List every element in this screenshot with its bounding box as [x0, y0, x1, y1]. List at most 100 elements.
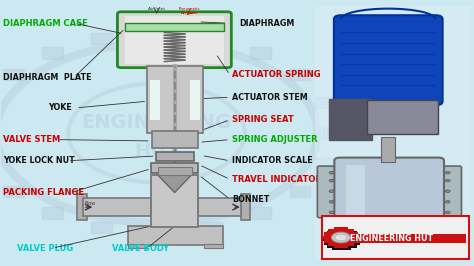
FancyBboxPatch shape [327, 244, 334, 248]
Text: SPRING ADJUSTER: SPRING ADJUSTER [232, 135, 318, 144]
FancyBboxPatch shape [324, 239, 331, 243]
FancyBboxPatch shape [315, 97, 336, 108]
FancyBboxPatch shape [125, 16, 224, 64]
FancyBboxPatch shape [346, 165, 365, 219]
Text: ENGINEERING: ENGINEERING [82, 113, 232, 132]
Text: Pneumatic: Pneumatic [179, 7, 201, 11]
FancyBboxPatch shape [354, 241, 360, 245]
FancyBboxPatch shape [322, 216, 469, 259]
Text: VALVE BODY: VALVE BODY [112, 244, 169, 253]
FancyBboxPatch shape [201, 33, 222, 44]
FancyBboxPatch shape [42, 207, 63, 219]
FancyBboxPatch shape [190, 80, 200, 120]
FancyBboxPatch shape [290, 69, 310, 81]
FancyBboxPatch shape [354, 234, 360, 238]
FancyBboxPatch shape [345, 246, 351, 250]
FancyBboxPatch shape [350, 231, 356, 235]
FancyBboxPatch shape [152, 131, 198, 148]
Text: SPRING SEAT: SPRING SEAT [232, 115, 294, 124]
Circle shape [446, 211, 450, 214]
Text: Actuator: Actuator [181, 11, 199, 15]
FancyBboxPatch shape [151, 163, 198, 173]
Text: VALVE STEM: VALVE STEM [3, 135, 60, 144]
FancyBboxPatch shape [151, 175, 198, 227]
Text: YOKE LOCK NUT: YOKE LOCK NUT [3, 156, 75, 165]
Circle shape [446, 179, 450, 182]
FancyBboxPatch shape [204, 244, 223, 248]
FancyBboxPatch shape [42, 47, 63, 59]
Circle shape [329, 190, 334, 193]
FancyBboxPatch shape [324, 234, 330, 238]
Circle shape [329, 171, 334, 174]
Circle shape [335, 234, 347, 241]
FancyBboxPatch shape [322, 236, 329, 239]
FancyBboxPatch shape [156, 152, 194, 161]
FancyBboxPatch shape [241, 194, 250, 220]
FancyBboxPatch shape [351, 232, 358, 236]
FancyBboxPatch shape [327, 231, 334, 235]
FancyBboxPatch shape [250, 47, 271, 59]
FancyBboxPatch shape [434, 166, 462, 218]
Circle shape [329, 201, 334, 203]
FancyBboxPatch shape [146, 226, 167, 238]
Circle shape [446, 201, 450, 203]
FancyBboxPatch shape [128, 226, 223, 246]
Text: PACKING FLANGE: PACKING FLANGE [3, 188, 84, 197]
FancyBboxPatch shape [332, 246, 339, 250]
FancyBboxPatch shape [347, 229, 354, 233]
FancyBboxPatch shape [334, 227, 341, 231]
FancyBboxPatch shape [367, 100, 438, 134]
FancyBboxPatch shape [334, 158, 444, 225]
Text: DIAPHRAGM CASE: DIAPHRAGM CASE [3, 19, 88, 28]
FancyBboxPatch shape [125, 23, 224, 31]
Circle shape [328, 231, 356, 247]
FancyBboxPatch shape [322, 238, 329, 241]
Text: ACTUATOR STEM: ACTUATOR STEM [232, 93, 308, 102]
Text: DIAPHRAGM: DIAPHRAGM [239, 19, 295, 28]
FancyBboxPatch shape [147, 65, 203, 133]
FancyBboxPatch shape [198, 198, 241, 216]
Circle shape [331, 232, 350, 243]
FancyBboxPatch shape [381, 137, 395, 162]
FancyBboxPatch shape [338, 247, 345, 250]
FancyBboxPatch shape [324, 232, 331, 236]
FancyBboxPatch shape [323, 127, 344, 139]
FancyBboxPatch shape [345, 229, 351, 233]
Circle shape [328, 230, 354, 245]
FancyBboxPatch shape [338, 228, 345, 232]
FancyBboxPatch shape [315, 6, 471, 260]
FancyBboxPatch shape [326, 234, 466, 243]
FancyBboxPatch shape [91, 222, 112, 233]
FancyBboxPatch shape [318, 166, 345, 218]
Text: Flow: Flow [85, 201, 96, 206]
FancyBboxPatch shape [3, 185, 24, 197]
FancyBboxPatch shape [250, 207, 271, 219]
Text: Air Inlet: Air Inlet [148, 7, 165, 11]
FancyBboxPatch shape [329, 99, 372, 140]
FancyBboxPatch shape [91, 33, 112, 44]
FancyBboxPatch shape [355, 238, 361, 241]
FancyBboxPatch shape [315, 158, 336, 169]
FancyBboxPatch shape [290, 185, 310, 197]
Circle shape [329, 211, 334, 214]
FancyBboxPatch shape [334, 15, 443, 105]
FancyBboxPatch shape [341, 227, 347, 231]
FancyBboxPatch shape [3, 69, 24, 81]
FancyBboxPatch shape [332, 229, 339, 233]
FancyBboxPatch shape [328, 229, 335, 233]
FancyBboxPatch shape [347, 242, 354, 246]
Circle shape [446, 171, 450, 174]
FancyBboxPatch shape [350, 244, 356, 248]
Text: INDICATOR SCALE: INDICATOR SCALE [232, 156, 313, 165]
FancyBboxPatch shape [77, 194, 87, 220]
FancyBboxPatch shape [353, 236, 359, 239]
Circle shape [446, 190, 450, 193]
FancyBboxPatch shape [118, 12, 231, 68]
FancyBboxPatch shape [146, 28, 167, 40]
FancyBboxPatch shape [328, 242, 335, 246]
Polygon shape [158, 175, 191, 193]
Text: BONNET: BONNET [232, 195, 270, 204]
FancyBboxPatch shape [334, 244, 341, 248]
Circle shape [329, 179, 334, 182]
FancyBboxPatch shape [341, 244, 347, 248]
